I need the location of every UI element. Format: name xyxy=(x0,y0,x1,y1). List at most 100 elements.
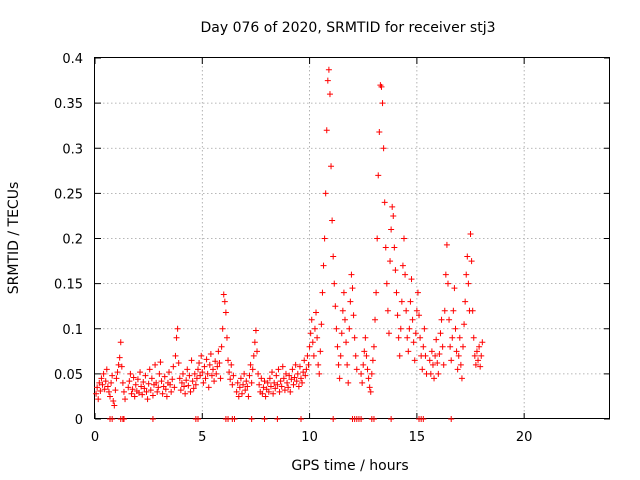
data-point xyxy=(419,366,426,373)
data-point xyxy=(435,370,442,377)
data-point xyxy=(154,388,161,395)
data-point xyxy=(143,388,150,395)
data-point xyxy=(120,388,127,395)
data-point xyxy=(127,370,134,377)
data-point xyxy=(446,316,453,323)
data-point xyxy=(117,339,124,346)
data-point xyxy=(306,343,313,350)
data-point xyxy=(411,357,418,364)
data-point xyxy=(115,361,122,368)
data-point xyxy=(134,376,141,383)
data-point xyxy=(250,352,257,359)
data-point xyxy=(176,375,183,382)
data-points xyxy=(93,66,486,422)
data-point xyxy=(204,370,211,377)
data-point xyxy=(337,352,344,359)
data-point xyxy=(298,375,304,382)
data-point xyxy=(453,348,460,355)
data-point xyxy=(207,351,214,358)
data-point xyxy=(95,396,102,403)
data-point xyxy=(436,351,443,358)
data-point xyxy=(448,357,455,364)
x-tick-label: 10 xyxy=(301,430,318,445)
data-point xyxy=(398,298,405,305)
data-point xyxy=(441,307,448,314)
data-point xyxy=(218,343,225,350)
data-point xyxy=(198,352,205,359)
data-point xyxy=(380,145,387,152)
data-point xyxy=(192,381,199,388)
data-point xyxy=(421,325,428,332)
data-point xyxy=(452,325,459,332)
data-point xyxy=(332,303,339,310)
data-point xyxy=(461,321,468,328)
data-point xyxy=(479,339,486,346)
data-point xyxy=(315,361,322,368)
y-tick-label: 0.4 xyxy=(62,52,83,67)
data-point xyxy=(438,316,445,323)
data-point xyxy=(153,379,160,386)
data-point xyxy=(294,370,301,377)
data-point xyxy=(324,77,331,84)
data-point xyxy=(112,387,119,394)
data-point xyxy=(111,402,118,409)
data-point xyxy=(94,384,101,391)
data-point xyxy=(300,369,307,376)
x-axis: 0 5 10 15 20 xyxy=(91,58,532,445)
data-point xyxy=(422,352,429,359)
data-point xyxy=(186,372,193,379)
data-point xyxy=(388,416,395,422)
data-point xyxy=(302,372,309,379)
data-point xyxy=(205,384,212,391)
data-point xyxy=(439,343,446,350)
data-point xyxy=(225,357,232,364)
data-point xyxy=(215,348,222,355)
data-point xyxy=(367,388,374,395)
data-point xyxy=(264,379,271,386)
data-point xyxy=(229,381,236,388)
data-point xyxy=(139,391,146,398)
data-point xyxy=(364,366,371,373)
data-point xyxy=(478,352,485,359)
data-point xyxy=(145,380,152,387)
data-point xyxy=(196,360,203,367)
data-point xyxy=(248,416,255,422)
data-point xyxy=(449,334,456,341)
data-point xyxy=(201,363,208,370)
data-point xyxy=(227,376,234,383)
data-point xyxy=(339,307,346,314)
data-point xyxy=(358,416,365,422)
data-point xyxy=(255,370,262,377)
data-point xyxy=(183,377,190,384)
data-point xyxy=(217,375,224,382)
data-point xyxy=(285,384,292,391)
data-point xyxy=(457,361,464,368)
data-point xyxy=(276,388,283,395)
y-tick-label: 0 xyxy=(75,413,83,428)
data-point xyxy=(210,366,217,373)
data-point xyxy=(293,378,300,385)
data-point xyxy=(376,129,383,136)
data-point xyxy=(471,352,478,359)
data-point xyxy=(475,357,482,364)
data-point xyxy=(254,348,261,355)
plot-frame xyxy=(94,57,610,419)
data-point xyxy=(316,370,323,377)
data-point xyxy=(109,416,116,422)
data-point xyxy=(290,381,297,388)
data-point xyxy=(329,217,336,224)
data-point xyxy=(238,390,245,397)
data-point xyxy=(203,356,210,363)
data-point xyxy=(274,381,281,388)
data-point xyxy=(226,369,233,376)
data-point xyxy=(427,370,434,377)
data-point xyxy=(246,372,253,379)
data-point xyxy=(266,375,273,382)
data-point xyxy=(385,330,392,337)
data-point xyxy=(291,374,298,381)
data-point xyxy=(431,375,438,382)
data-point xyxy=(228,361,235,368)
data-point xyxy=(429,361,436,368)
data-point xyxy=(304,352,311,359)
